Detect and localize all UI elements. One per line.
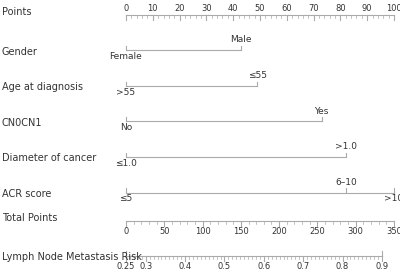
Text: ≤55: ≤55 (248, 71, 267, 80)
Text: >1.0: >1.0 (335, 142, 357, 151)
Text: >55: >55 (116, 88, 136, 97)
Text: 0.7: 0.7 (296, 262, 310, 271)
Text: 0.9: 0.9 (375, 262, 388, 271)
Text: No: No (120, 123, 132, 132)
Text: Gender: Gender (2, 46, 38, 57)
Text: 300: 300 (348, 227, 364, 236)
Text: 30: 30 (201, 4, 212, 13)
Text: Diameter of cancer: Diameter of cancer (2, 153, 96, 163)
Text: 350: 350 (386, 227, 400, 236)
Text: 6–10: 6–10 (335, 178, 357, 186)
Text: 20: 20 (174, 4, 185, 13)
Text: ≤5: ≤5 (119, 194, 133, 203)
Text: 100: 100 (386, 4, 400, 13)
Text: 40: 40 (228, 4, 238, 13)
Text: Lymph Node Metastasis Risk: Lymph Node Metastasis Risk (2, 252, 142, 262)
Text: Age at diagnosis: Age at diagnosis (2, 82, 83, 92)
Text: 0.6: 0.6 (257, 262, 270, 271)
Text: 50: 50 (255, 4, 265, 13)
Text: ACR score: ACR score (2, 189, 51, 199)
Text: 0.5: 0.5 (218, 262, 231, 271)
Text: 150: 150 (233, 227, 249, 236)
Text: Male: Male (230, 35, 252, 45)
Text: 80: 80 (335, 4, 346, 13)
Text: Total Points: Total Points (2, 213, 57, 223)
Text: 0.4: 0.4 (178, 262, 192, 271)
Text: 100: 100 (195, 227, 210, 236)
Text: ≤1.0: ≤1.0 (115, 159, 137, 168)
Text: 0.8: 0.8 (336, 262, 349, 271)
Text: 0.3: 0.3 (139, 262, 152, 271)
Text: 60: 60 (282, 4, 292, 13)
Text: 200: 200 (271, 227, 287, 236)
Text: 250: 250 (310, 227, 325, 236)
Text: 0: 0 (123, 227, 129, 236)
Text: 0: 0 (123, 4, 129, 13)
Text: 50: 50 (159, 227, 170, 236)
Text: 0.25: 0.25 (117, 262, 135, 271)
Text: Female: Female (110, 52, 142, 61)
Text: 90: 90 (362, 4, 372, 13)
Text: 70: 70 (308, 4, 319, 13)
Text: Yes: Yes (314, 106, 329, 115)
Text: 10: 10 (148, 4, 158, 13)
Text: >10: >10 (384, 194, 400, 203)
Text: Points: Points (2, 7, 32, 17)
Text: CN0CN1: CN0CN1 (2, 118, 42, 128)
